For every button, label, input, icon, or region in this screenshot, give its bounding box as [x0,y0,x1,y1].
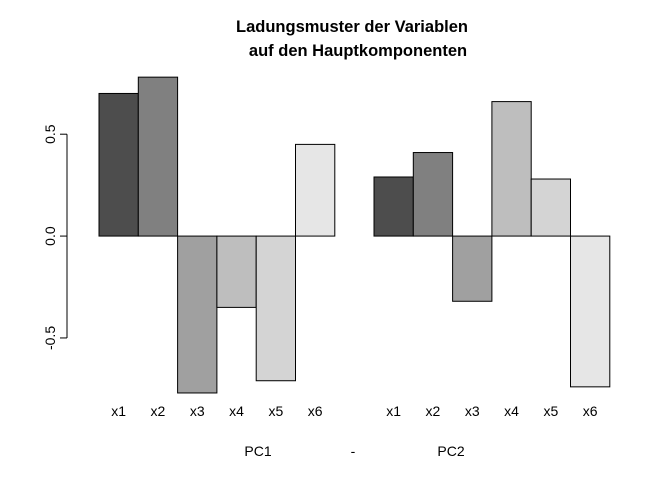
chart-title-line2: auf den Hauptkomponenten [249,42,467,60]
x-axis-label-pc2: PC2 [437,443,464,459]
x-tick-label-pc2-x5: x5 [543,403,558,419]
x-tick-labels: x1 x2 x3 x4 x5 x6 x1 x2 x3 x4 x5 x6 [111,403,598,419]
y-axis: -0.5 0.0 0.5 [42,124,68,350]
bar-pc2-x5 [530,178,572,237]
bar-pc2-x3 [452,235,493,302]
x-tick-label-pc1-x1: x1 [111,403,126,419]
chart-title-line1: Ladungsmuster der Variablen [236,18,468,36]
x-axis-label-pc1: PC1 [244,443,271,459]
bar-pc1-x4 [216,235,257,308]
bar-pc2-x1 [373,176,414,237]
bar-pc1-x3 [177,235,218,394]
x-axis-label-separator: - [351,443,356,459]
x-tick-label-pc2-x2: x2 [426,403,441,419]
bar-pc2-x2 [412,152,454,237]
x-tick-label-pc1-x2: x2 [151,403,166,419]
x-tick-label-pc1-x4: x4 [229,403,244,419]
bar-pc1-x1 [98,92,139,237]
bars [98,76,611,394]
x-tick-label-pc2-x1: x1 [386,403,401,419]
y-tick-label--0.5: -0.5 [42,326,58,350]
bar-pc1-x2 [137,76,179,237]
y-tick-label-0.0: 0.0 [42,226,58,246]
x-tick-label-pc2-x4: x4 [504,403,519,419]
bar-pc1-x6 [295,143,336,237]
x-tick-label-pc1-x5: x5 [268,403,283,419]
x-tick-label-pc2-x3: x3 [465,403,480,419]
bar-pc2-x6 [570,235,611,388]
y-tick-label-0.5: 0.5 [42,124,58,144]
x-tick-label-pc1-x3: x3 [190,403,205,419]
x-tick-label-pc1-x6: x6 [308,403,323,419]
bar-pc1-x5 [255,235,297,382]
x-tick-label-pc2-x6: x6 [583,403,598,419]
bar-pc2-x4 [491,101,532,237]
